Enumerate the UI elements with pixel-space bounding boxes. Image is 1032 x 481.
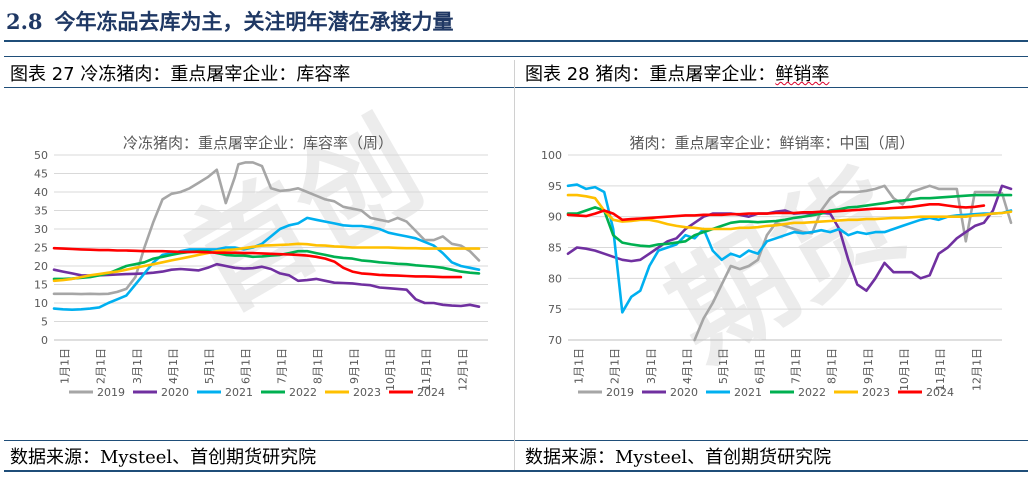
left-caption-text: 冷冻猪肉：重点屠宰企业：库容率 (80, 64, 351, 85)
y-tick-label: 100 (541, 149, 562, 162)
series-line-2024 (566, 203, 986, 222)
caption-rule-bottom (4, 87, 1028, 88)
x-tick-label: 2月1日 (609, 348, 622, 384)
legend-label-2019: 2019 (606, 386, 634, 399)
x-tick-label: 11月1日 (934, 348, 947, 391)
x-tick-label: 9月1日 (862, 348, 875, 384)
y-tick-label: 20 (34, 260, 48, 273)
legend-label-2020: 2020 (161, 386, 189, 399)
x-tick-label: 10月1日 (384, 348, 397, 391)
legend-label-2019: 2019 (97, 386, 125, 399)
x-tick-label: 11月1日 (420, 348, 433, 391)
right-caption-tail: 鲜销率 (775, 64, 830, 85)
left-source: 数据来源：Mysteel、首创期货研究院 (10, 443, 316, 469)
legend-label-2023: 2023 (353, 386, 381, 399)
series-line-2019 (693, 184, 1013, 342)
series-line-2021 (566, 183, 1013, 314)
right-source-suffix: 、首创期货研究院 (687, 447, 832, 468)
x-tick-label: 6月1日 (239, 348, 252, 384)
series-line-2023 (52, 242, 481, 283)
x-tick-label: 1月1日 (572, 348, 585, 384)
x-tick-label: 8月1日 (826, 348, 839, 384)
right-caption: 图表 28 猪肉：重点屠宰企业：鲜销率 (525, 60, 829, 86)
left-caption-prefix: 图表 27 (10, 64, 75, 85)
source-rule-bottom (4, 470, 1028, 472)
panel-divider (514, 60, 515, 470)
legend-label-2020: 2020 (670, 386, 698, 399)
y-tick-label: 90 (548, 211, 562, 224)
y-tick-label: 70 (548, 334, 562, 347)
y-tick-label: 15 (34, 279, 48, 292)
section-title-text: 今年冻品去库为主，关注明年潜在承接力量 (54, 10, 454, 34)
series-line-2021 (52, 216, 481, 311)
y-tick-label: 95 (548, 180, 562, 193)
x-tick-label: 12月1日 (970, 348, 983, 391)
series-line-2020 (52, 262, 481, 308)
y-tick-label: 50 (34, 149, 48, 162)
x-tick-label: 6月1日 (753, 348, 766, 384)
legend-label-2022: 2022 (289, 386, 317, 399)
y-tick-label: 30 (34, 223, 48, 236)
series-line-2022 (566, 193, 1013, 248)
x-tick-label: 1月1日 (58, 348, 71, 384)
x-tick-label: 7月1日 (789, 348, 802, 384)
left-source-suffix: 、首创期货研究院 (172, 447, 317, 468)
x-tick-label: 5月1日 (203, 348, 216, 384)
chart-fresh-sales-rate: 猪肉：重点屠宰企业：鲜销率：中国（周） 70 75 80 85 90 95 100 1月1日 2月… (541, 134, 1013, 399)
x-tick-label: 8月1日 (312, 348, 325, 384)
x-tick-label: 5月1日 (717, 348, 730, 384)
y-tick-label: 85 (548, 242, 562, 255)
x-tick-label: 3月1日 (645, 348, 658, 384)
legend-label-2022: 2022 (798, 386, 826, 399)
series-line-2022 (52, 249, 481, 281)
y-tick-label: 35 (34, 205, 48, 218)
chart-title: 猪肉：重点屠宰企业：鲜销率：中国（周） (629, 134, 914, 152)
series-line-2024 (52, 246, 463, 279)
section-title: 2.8 今年冻品去库为主，关注明年潜在承接力量 (6, 6, 454, 36)
title-rule (4, 40, 1028, 42)
y-tick-label: 40 (34, 186, 48, 199)
y-tick-label: 45 (34, 168, 48, 181)
y-tick-label: 10 (34, 297, 48, 310)
left-source-prefix: 数据来源： (10, 447, 100, 468)
legend-label-2021: 2021 (225, 386, 253, 399)
right-caption-prefix: 图表 28 (525, 64, 590, 85)
legend-label-2023: 2023 (862, 386, 890, 399)
series-line-2020 (566, 184, 1013, 292)
y-tick-label: 25 (34, 242, 48, 255)
left-caption: 图表 27 冷冻猪肉：重点屠宰企业：库容率 (10, 60, 350, 86)
section-number: 2.8 (6, 9, 43, 34)
right-source-name: Mysteel (615, 447, 688, 468)
x-tick-label: 4月1日 (681, 348, 694, 384)
y-tick-label: 0 (41, 334, 48, 347)
x-tick-label: 2月1日 (95, 348, 108, 384)
legend-label-2021: 2021 (734, 386, 762, 399)
series-line-2019 (52, 161, 481, 296)
x-tick-label: 12月1日 (456, 348, 469, 391)
left-source-name: Mysteel (100, 447, 173, 468)
right-caption-text: 猪肉：重点屠宰企业： (595, 64, 776, 85)
right-source-prefix: 数据来源： (525, 447, 615, 468)
x-tick-label: 7月1日 (275, 348, 288, 384)
x-tick-label: 4月1日 (167, 348, 180, 384)
x-tick-label: 3月1日 (131, 348, 144, 384)
x-tick-label: 10月1日 (898, 348, 911, 391)
legend-label-2024: 2024 (417, 386, 445, 399)
legend-label-2024: 2024 (926, 386, 954, 399)
x-tick-label: 9月1日 (348, 348, 361, 384)
source-rule-top (4, 440, 1028, 441)
y-tick-label: 75 (548, 303, 562, 316)
series-line-2023 (566, 193, 1013, 231)
y-tick-label: 80 (548, 272, 562, 285)
chart-freezer-capacity: 冷冻猪肉：重点屠宰企业：库容率（周） 0 5 10 15 20 25 30 35 40 45 50 1月… (34, 134, 488, 399)
caption-rule-top (4, 56, 1028, 57)
right-source: 数据来源：Mysteel、首创期货研究院 (525, 443, 831, 469)
y-tick-label: 5 (41, 316, 48, 329)
chart-title: 冷冻猪肉：重点屠宰企业：库容率（周） (123, 134, 393, 152)
